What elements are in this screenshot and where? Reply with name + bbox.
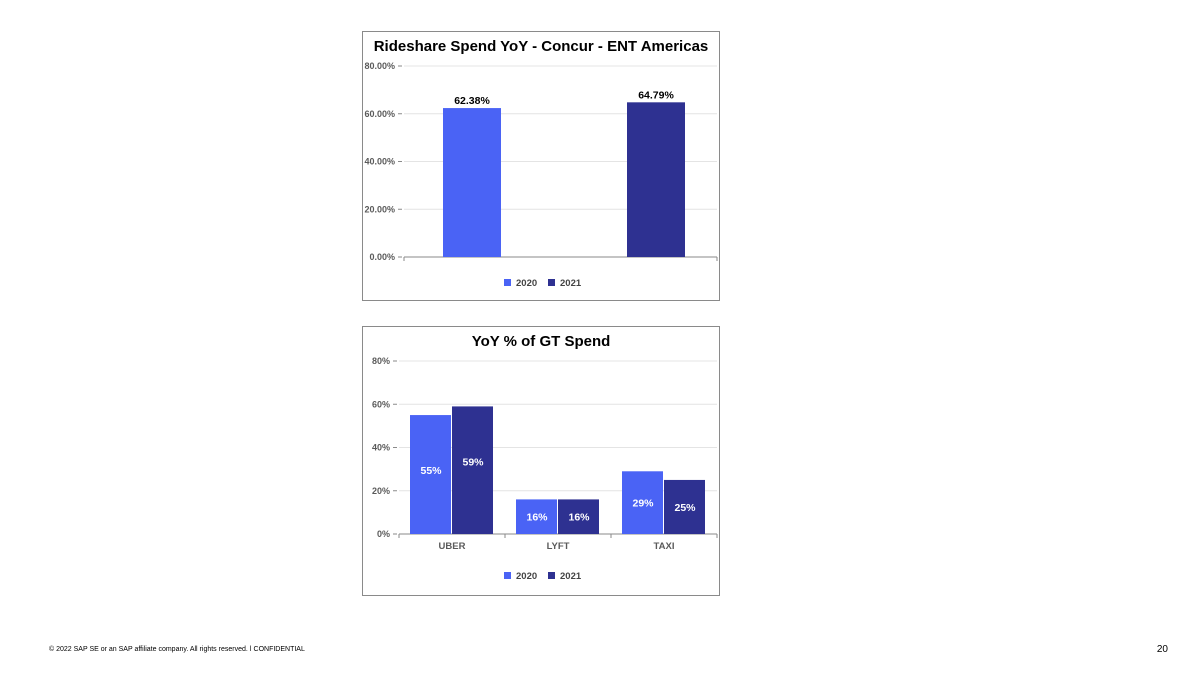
data-label: 62.38% xyxy=(454,95,490,107)
bar-2020-uber xyxy=(410,415,451,534)
gt-spend-chart: YoY % of GT Spend 0% 20% 40% 60% 80% 55% 59% UBE… xyxy=(362,326,720,596)
rideshare-spend-chart: Rideshare Spend YoY - Concur - ENT Ameri… xyxy=(362,31,720,301)
y-tick-label: 80.00% xyxy=(364,61,395,71)
bar-2021-uber xyxy=(452,406,493,534)
data-label: 16% xyxy=(526,512,548,524)
data-label: 25% xyxy=(674,502,696,514)
bar-2020 xyxy=(443,108,501,257)
y-tick-label: 40% xyxy=(372,443,390,453)
legend-swatch-2020 xyxy=(504,279,511,286)
legend-label-2021: 2021 xyxy=(560,571,582,582)
legend-label-2021: 2021 xyxy=(560,278,582,289)
data-label: 64.79% xyxy=(638,89,674,101)
chart-title: YoY % of GT Spend xyxy=(472,333,611,350)
bar-2020-taxi xyxy=(622,471,663,534)
y-tick-label: 60.00% xyxy=(364,109,395,119)
legend-label-2020: 2020 xyxy=(516,278,537,289)
bar-2021 xyxy=(627,102,685,257)
bar-2021-lyft xyxy=(558,499,599,534)
chart-title: Rideshare Spend YoY - Concur - ENT Ameri… xyxy=(374,38,709,55)
bar-2020-lyft xyxy=(516,499,557,534)
y-tick-label: 80% xyxy=(372,356,390,366)
data-label: 29% xyxy=(632,498,654,510)
gt-spend-chart-svg: YoY % of GT Spend 0% 20% 40% 60% 80% 55% 59% UBE… xyxy=(372,333,718,582)
y-tick-label: 20.00% xyxy=(364,204,395,214)
category-label: TAXI xyxy=(654,541,675,552)
y-tick-label: 20% xyxy=(372,486,390,496)
legend-swatch-2021 xyxy=(548,572,555,579)
bar-2021-taxi xyxy=(664,479,705,534)
category-label: LYFT xyxy=(547,541,570,552)
y-tick-label: 40.00% xyxy=(364,157,395,167)
legend-swatch-2021 xyxy=(548,279,555,286)
rideshare-spend-chart-svg: Rideshare Spend YoY - Concur - ENT Ameri… xyxy=(364,38,718,289)
legend-swatch-2020 xyxy=(504,572,511,579)
footer-copyright: © 2022 SAP SE or an SAP affiliate compan… xyxy=(49,646,305,653)
data-label: 59% xyxy=(462,456,484,468)
category-label: UBER xyxy=(439,541,466,552)
y-tick-label: 60% xyxy=(372,399,390,409)
data-label: 16% xyxy=(568,512,590,524)
data-label: 55% xyxy=(420,465,442,477)
y-tick-label: 0.00% xyxy=(369,252,395,262)
page-number: 20 xyxy=(1156,644,1168,655)
legend-label-2020: 2020 xyxy=(516,571,537,582)
y-tick-label: 0% xyxy=(377,529,390,539)
